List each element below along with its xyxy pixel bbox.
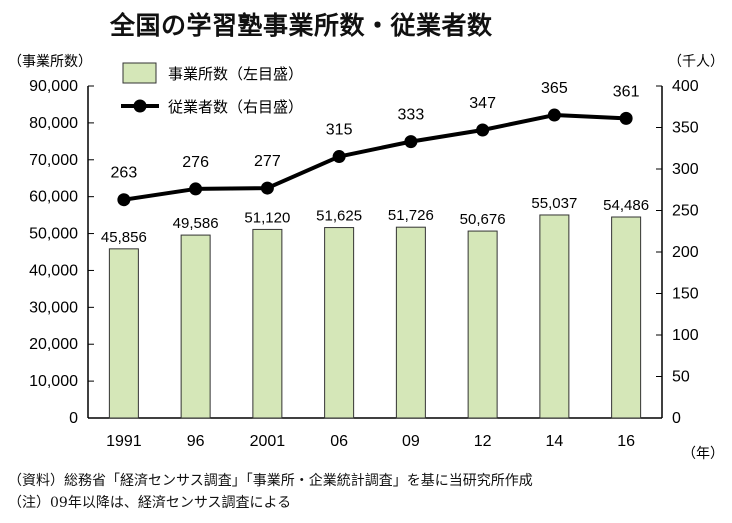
line-value-label: 347 xyxy=(469,95,496,112)
bar-value-label: 49,586 xyxy=(173,215,219,232)
left-tick-label: 70,000 xyxy=(29,152,78,169)
right-tick-label: 0 xyxy=(672,410,681,427)
bar-value-label: 45,856 xyxy=(101,229,147,246)
combo-chart: 0 10,000 20,000 30,000 40,000 50,000 60,000 70,… xyxy=(8,53,724,461)
legend-line-marker xyxy=(133,99,147,113)
line-point xyxy=(332,150,346,164)
left-tick-label: 90,000 xyxy=(29,78,78,95)
left-tick-label: 80,000 xyxy=(29,115,78,132)
line-point xyxy=(117,193,131,207)
x-tick-label: 2001 xyxy=(250,433,286,450)
left-axis-label: （事業所数） xyxy=(8,53,92,69)
line-point xyxy=(404,135,418,149)
right-tick-label: 350 xyxy=(672,120,699,137)
line-value-label: 361 xyxy=(613,83,640,100)
line-value-label: 276 xyxy=(182,154,209,171)
legend-bar-label: 事業所数（左目盛） xyxy=(168,66,303,83)
right-tick-label: 400 xyxy=(672,78,699,95)
left-tick-label: 10,000 xyxy=(29,373,78,390)
remark-note: （注）09年以降は、経済センサス調査による xyxy=(8,495,292,511)
line-point xyxy=(189,182,203,196)
right-tick-label: 300 xyxy=(672,161,699,178)
x-tick-label: 1991 xyxy=(106,433,142,450)
x-tick-label: 09 xyxy=(402,433,420,450)
chart-title: 全国の学習塾事業所数・従業者数 xyxy=(110,11,493,40)
bar xyxy=(180,234,211,419)
right-tick-label: 200 xyxy=(672,244,699,261)
bar xyxy=(108,248,139,419)
x-tick-label: 16 xyxy=(617,433,635,450)
left-tick-label: 20,000 xyxy=(29,336,78,353)
left-tick-label: 40,000 xyxy=(29,262,78,279)
bar-value-label: 51,625 xyxy=(316,208,362,225)
legend-bar-swatch xyxy=(122,62,157,84)
legend-line-label: 従業者数（右目盛） xyxy=(168,99,303,116)
left-tick-label: 0 xyxy=(69,410,78,427)
left-tick-label: 30,000 xyxy=(29,299,78,316)
x-axis-unit-label: （年） xyxy=(682,445,724,461)
bar xyxy=(539,214,570,419)
x-tick-label: 14 xyxy=(545,433,563,450)
line-value-label: 333 xyxy=(398,107,425,124)
right-tick-label: 150 xyxy=(672,286,699,303)
line-value-label: 315 xyxy=(326,122,353,139)
bar xyxy=(611,216,642,419)
line-value-label: 365 xyxy=(541,80,568,97)
line-value-label: 277 xyxy=(254,153,281,170)
line-point xyxy=(547,108,561,122)
right-axis-label: （千人） xyxy=(668,53,724,69)
bar xyxy=(324,227,355,419)
line-point xyxy=(476,123,490,137)
bar xyxy=(252,228,283,419)
bar-value-label: 54,486 xyxy=(603,197,649,214)
bar-value-label: 55,037 xyxy=(531,195,577,212)
right-tick-label: 250 xyxy=(672,203,699,220)
line-point xyxy=(619,111,633,125)
bar-value-label: 50,676 xyxy=(460,211,506,228)
line-series xyxy=(123,113,627,202)
bar xyxy=(467,230,498,419)
line-point xyxy=(260,181,274,195)
left-tick-label: 50,000 xyxy=(29,226,78,243)
x-tick-label: 96 xyxy=(187,433,205,450)
right-tick-label: 100 xyxy=(672,327,699,344)
line-value-label: 263 xyxy=(111,165,138,182)
bar-value-label: 51,726 xyxy=(388,207,434,224)
bar xyxy=(395,226,426,419)
right-tick-label: 50 xyxy=(672,369,690,386)
source-note: （資料）総務省「経済センサス調査」「事業所・企業統計調査」を基に当研究所作成 xyxy=(8,473,533,489)
left-tick-label: 60,000 xyxy=(29,189,78,206)
x-tick-label: 06 xyxy=(330,433,348,450)
bar-value-label: 51,120 xyxy=(244,209,290,226)
x-tick-label: 12 xyxy=(474,433,492,450)
